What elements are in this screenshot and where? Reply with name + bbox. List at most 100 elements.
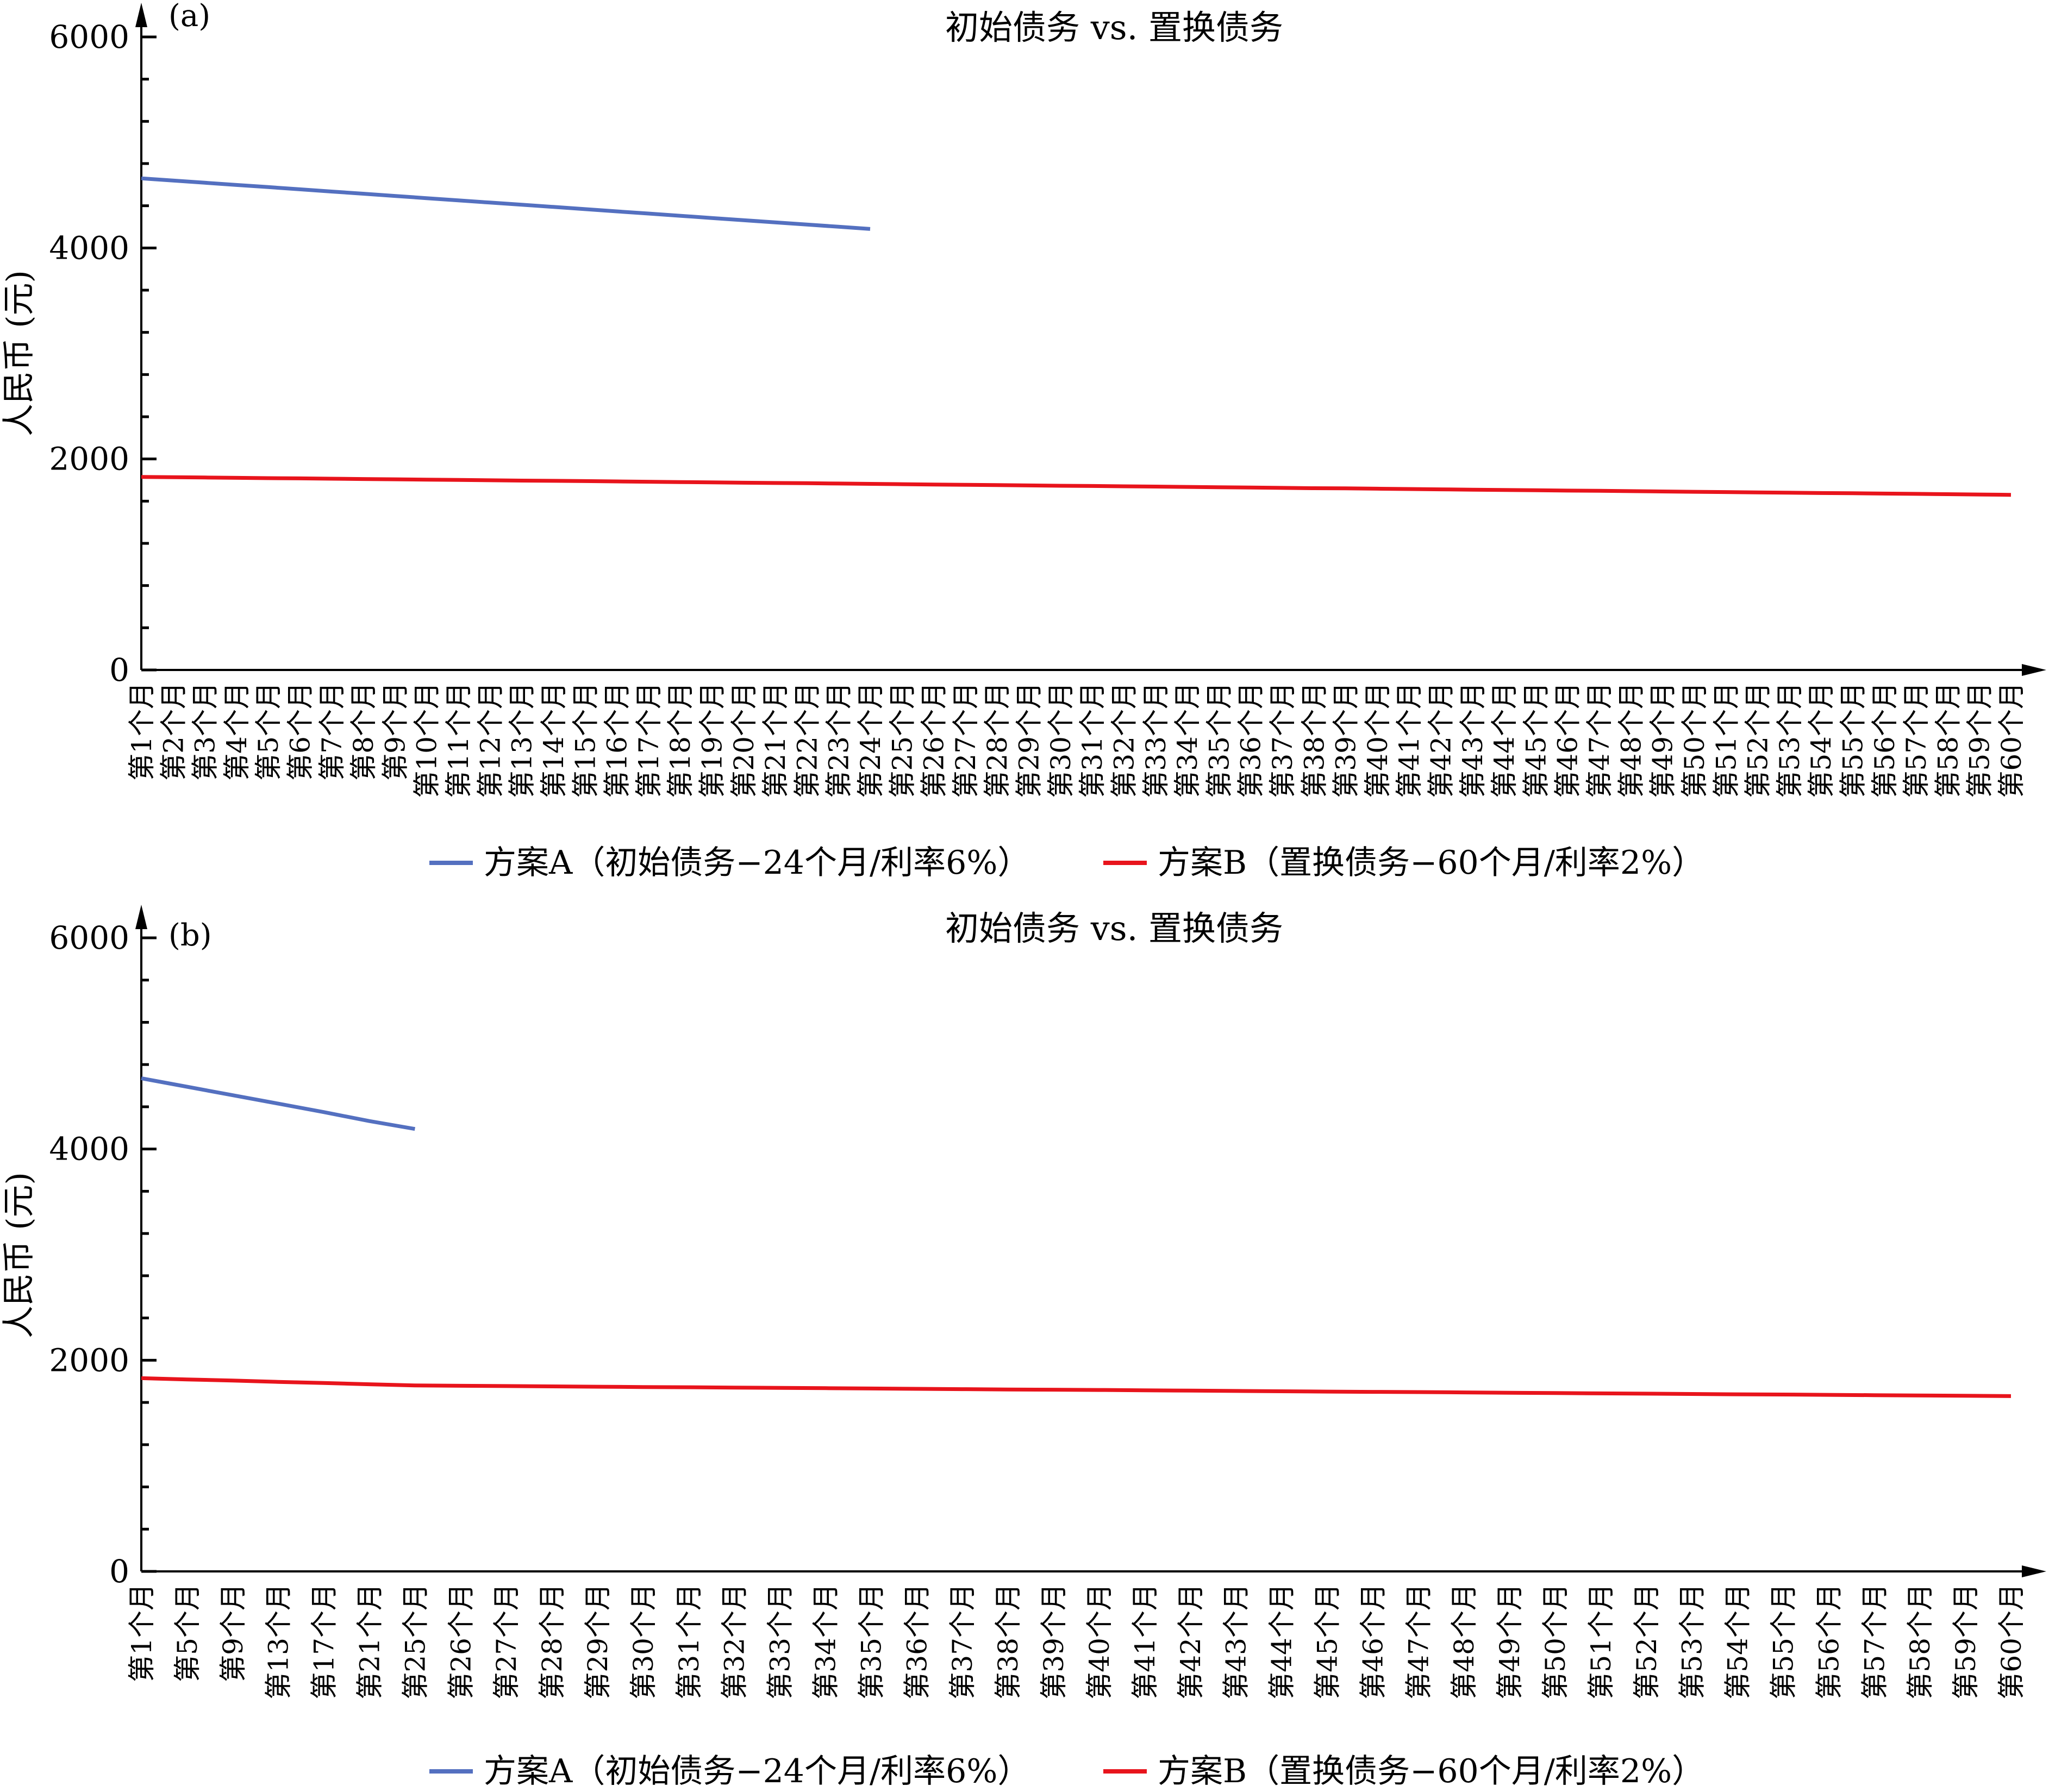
y-tick-label: 4000 [49,229,129,266]
x-tick-label: 第54个月 [1722,1583,1754,1700]
x-tick-label: 第41个月 [1394,682,1425,798]
x-tick-label: 第44个月 [1489,682,1520,798]
x-tick-label: 第44个月 [1266,1583,1298,1700]
x-tick-label: 第13个月 [507,682,538,798]
x-tick-label: 第31个月 [1077,682,1108,798]
x-tick-label: 第38个月 [992,1583,1024,1700]
y-axis-label: 人民币 (元) [0,270,38,436]
x-tick-label: 第46个月 [1357,1583,1389,1700]
x-tick-label: 第43个月 [1457,682,1489,798]
y-tick-label: 2000 [49,441,129,478]
x-tick-label: 第40个月 [1362,682,1394,798]
legend-label-b: 方案B（置换债务−60个月/利率2%） [1158,844,1704,882]
x-tick-label: 第32个月 [719,1583,751,1700]
chart-a: 0 2000 4000 6000 第1个月 第2个月 第3个月 第4个月 第5个月 第6个月 第7个… [0,0,2046,882]
series-line-b [141,1376,2011,1398]
x-tick-label: 第37个月 [947,1583,978,1700]
x-tick-label: 第45个月 [1520,682,1552,798]
x-tick-label: 第7个月 [316,682,348,781]
x-tick-label: 第29个月 [582,1583,614,1700]
y-tick-label: 0 [109,1553,129,1590]
x-tick-label: 第8个月 [348,682,379,781]
chart-b: 0 2000 4000 6000 第1个月 第5个月 第9个月 第13个月 第17个月 第21个月… [0,905,2046,1790]
y-axis-label: 人民币 (元) [0,1172,38,1338]
x-tick-label: 第5个月 [172,1583,203,1682]
x-tick-label: 第57个月 [1901,682,1932,798]
x-tick-label: 第47个月 [1403,1583,1434,1700]
x-tick-label: 第60个月 [1996,682,2027,798]
x-tick-label: 第1个月 [126,1583,158,1682]
x-tick-label: 第18个月 [665,682,696,798]
chart-title: 初始债务 vs. 置换债务 [945,8,1283,47]
x-tick-label: 第14个月 [538,682,570,798]
x-tick-label: 第22个月 [791,682,823,798]
x-tick-label: 第56个月 [1869,682,1901,798]
x-tick-label: 第24个月 [855,682,886,798]
x-tick-label: 第2个月 [158,682,189,781]
x-tick-label: 第20个月 [728,682,760,798]
x-tick-label: 第4个月 [221,682,253,781]
x-tick-label: 第48个月 [1615,682,1647,798]
x-tick-label: 第26个月 [445,1583,477,1700]
x-tick-label: 第45个月 [1311,1583,1343,1700]
panel-label: (b) [168,918,212,953]
x-tick-label: 第1个月 [126,682,158,781]
legend-label-a: 方案A（初始债务−24个月/利率6%） [484,1752,1030,1790]
x-tick-label: 第40个月 [1084,1583,1115,1700]
x-tick-label: 第30个月 [628,1583,659,1700]
x-tick-label: 第31个月 [673,1583,705,1700]
y-tick-label: 6000 [49,18,129,55]
x-tick-label: 第50个月 [1679,682,1710,798]
x-tick-label: 第6个月 [285,682,316,781]
x-tick-label: 第16个月 [602,682,633,798]
x-tick-label: 第11个月 [443,682,474,798]
x-tick-label: 第21个月 [760,682,791,798]
x-tick-label: 第32个月 [1108,682,1140,798]
x-tick-label: 第34个月 [810,1583,842,1700]
legend-label-a: 方案A（初始债务−24个月/利率6%） [484,844,1030,882]
x-tick-label: 第9个月 [379,682,411,781]
x-axis-arrow-icon [2022,1565,2046,1577]
x-tick-label: 第58个月 [1904,1583,1936,1700]
x-tick-label: 第13个月 [263,1583,295,1700]
x-tick-label: 第3个月 [190,682,221,781]
x-tick-label: 第52个月 [1742,682,1774,798]
x-tick-label: 第34个月 [1172,682,1203,798]
x-tick-label: 第33个月 [1140,682,1172,798]
x-tick-label: 第43个月 [1221,1583,1252,1700]
x-tick-label: 第49个月 [1494,1583,1526,1700]
x-tick-label: 第55个月 [1837,682,1869,798]
x-tick-label: 第30个月 [1045,682,1077,798]
x-tick-label: 第48个月 [1448,1583,1480,1700]
x-tick-label: 第15个月 [570,682,601,798]
x-tick-label: 第42个月 [1426,682,1457,798]
x-tick-label: 第53个月 [1677,1583,1708,1700]
x-tick-label: 第19个月 [696,682,728,798]
x-tick-label: 第29个月 [1014,682,1045,798]
x-tick-label: 第9个月 [217,1583,249,1682]
x-tick-label: 第12个月 [474,682,506,798]
x-tick-label: 第25个月 [399,1583,431,1700]
x-tick-label: 第25个月 [886,682,918,798]
legend-label-b: 方案B（置换债务−60个月/利率2%） [1158,1752,1704,1790]
y-tick-label: 2000 [49,1342,129,1379]
x-tick-label: 第5个月 [253,682,284,781]
x-tick-label: 第50个月 [1540,1583,1571,1700]
y-axis-arrow-icon [135,3,147,27]
x-tick-label: 第33个月 [765,1583,796,1700]
x-tick-label: 第52个月 [1631,1583,1663,1700]
x-tick-label: 第42个月 [1175,1583,1207,1700]
x-tick-label: 第56个月 [1813,1583,1845,1700]
y-axis-arrow-icon [135,905,147,929]
y-tick-label: 4000 [49,1131,129,1168]
x-tick-label: 第51个月 [1710,682,1742,798]
x-tick-label: 第35个月 [855,1583,887,1700]
x-tick-label: 第21个月 [354,1583,386,1700]
chart-title: 初始债务 vs. 置换债务 [945,908,1283,948]
x-tick-label: 第17个月 [633,682,665,798]
x-tick-label: 第36个月 [901,1583,933,1700]
x-tick-label: 第49个月 [1647,682,1679,798]
x-tick-label: 第60个月 [1996,1583,2027,1700]
y-tick-label: 0 [109,651,129,688]
